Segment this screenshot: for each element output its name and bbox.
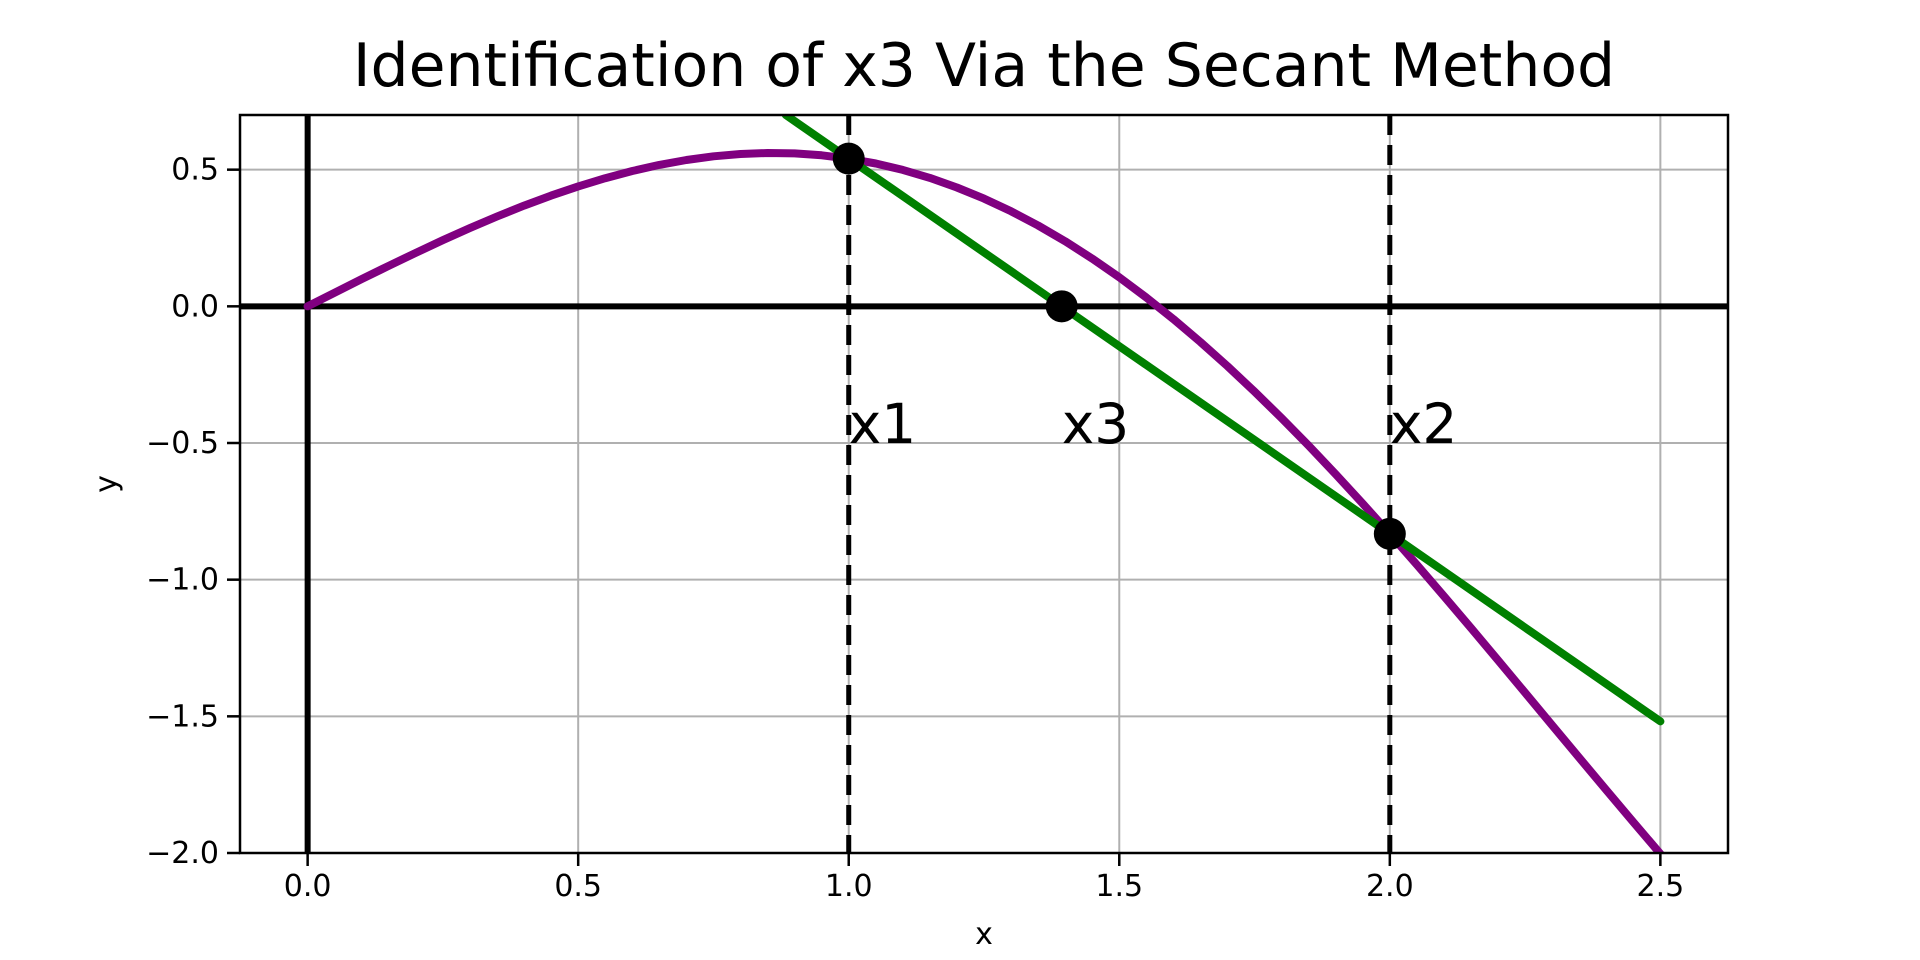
axes-border <box>238 113 1730 855</box>
data-point <box>832 142 865 175</box>
chart-title: Identification of x3 Via the Secant Meth… <box>353 31 1615 101</box>
y-tick-label: 0.5 <box>171 153 219 188</box>
data-point <box>1045 290 1078 323</box>
y-tick-label: −2.0 <box>146 836 219 871</box>
annotation-label: x1 <box>849 392 917 456</box>
y-axis-label: y <box>89 475 124 493</box>
x-tick-label: 2.5 <box>1637 869 1685 904</box>
data-point <box>1373 517 1406 550</box>
x-axis-label: x <box>975 917 993 952</box>
y-tick-label: −1.5 <box>146 699 219 734</box>
x-tick-label: 2.0 <box>1366 869 1414 904</box>
secant-line <box>781 115 1665 726</box>
y-tick-label: −0.5 <box>146 426 219 461</box>
annotation-label: x3 <box>1062 392 1130 456</box>
axis-zero-lines <box>240 115 1728 853</box>
y-tick-label: −1.0 <box>146 563 219 598</box>
plot-area <box>303 115 1665 853</box>
x-tick-label: 1.0 <box>825 869 873 904</box>
x-tick-label: 1.5 <box>1095 869 1143 904</box>
function-curve <box>303 149 1665 853</box>
x-tick-label: 0.0 <box>284 869 332 904</box>
point-labels: x1 x3 x2 <box>849 392 1458 456</box>
axis-ticks: 0.0 0.5 1.0 1.5 2.0 2.5 0.5 0.0 −0.5 −1.0 −1.5 −2.0 <box>146 153 1684 904</box>
y-tick-label: 0.0 <box>171 289 219 324</box>
annotation-label: x2 <box>1390 392 1458 456</box>
x-tick-label: 0.5 <box>554 869 602 904</box>
gridlines <box>240 115 1728 854</box>
